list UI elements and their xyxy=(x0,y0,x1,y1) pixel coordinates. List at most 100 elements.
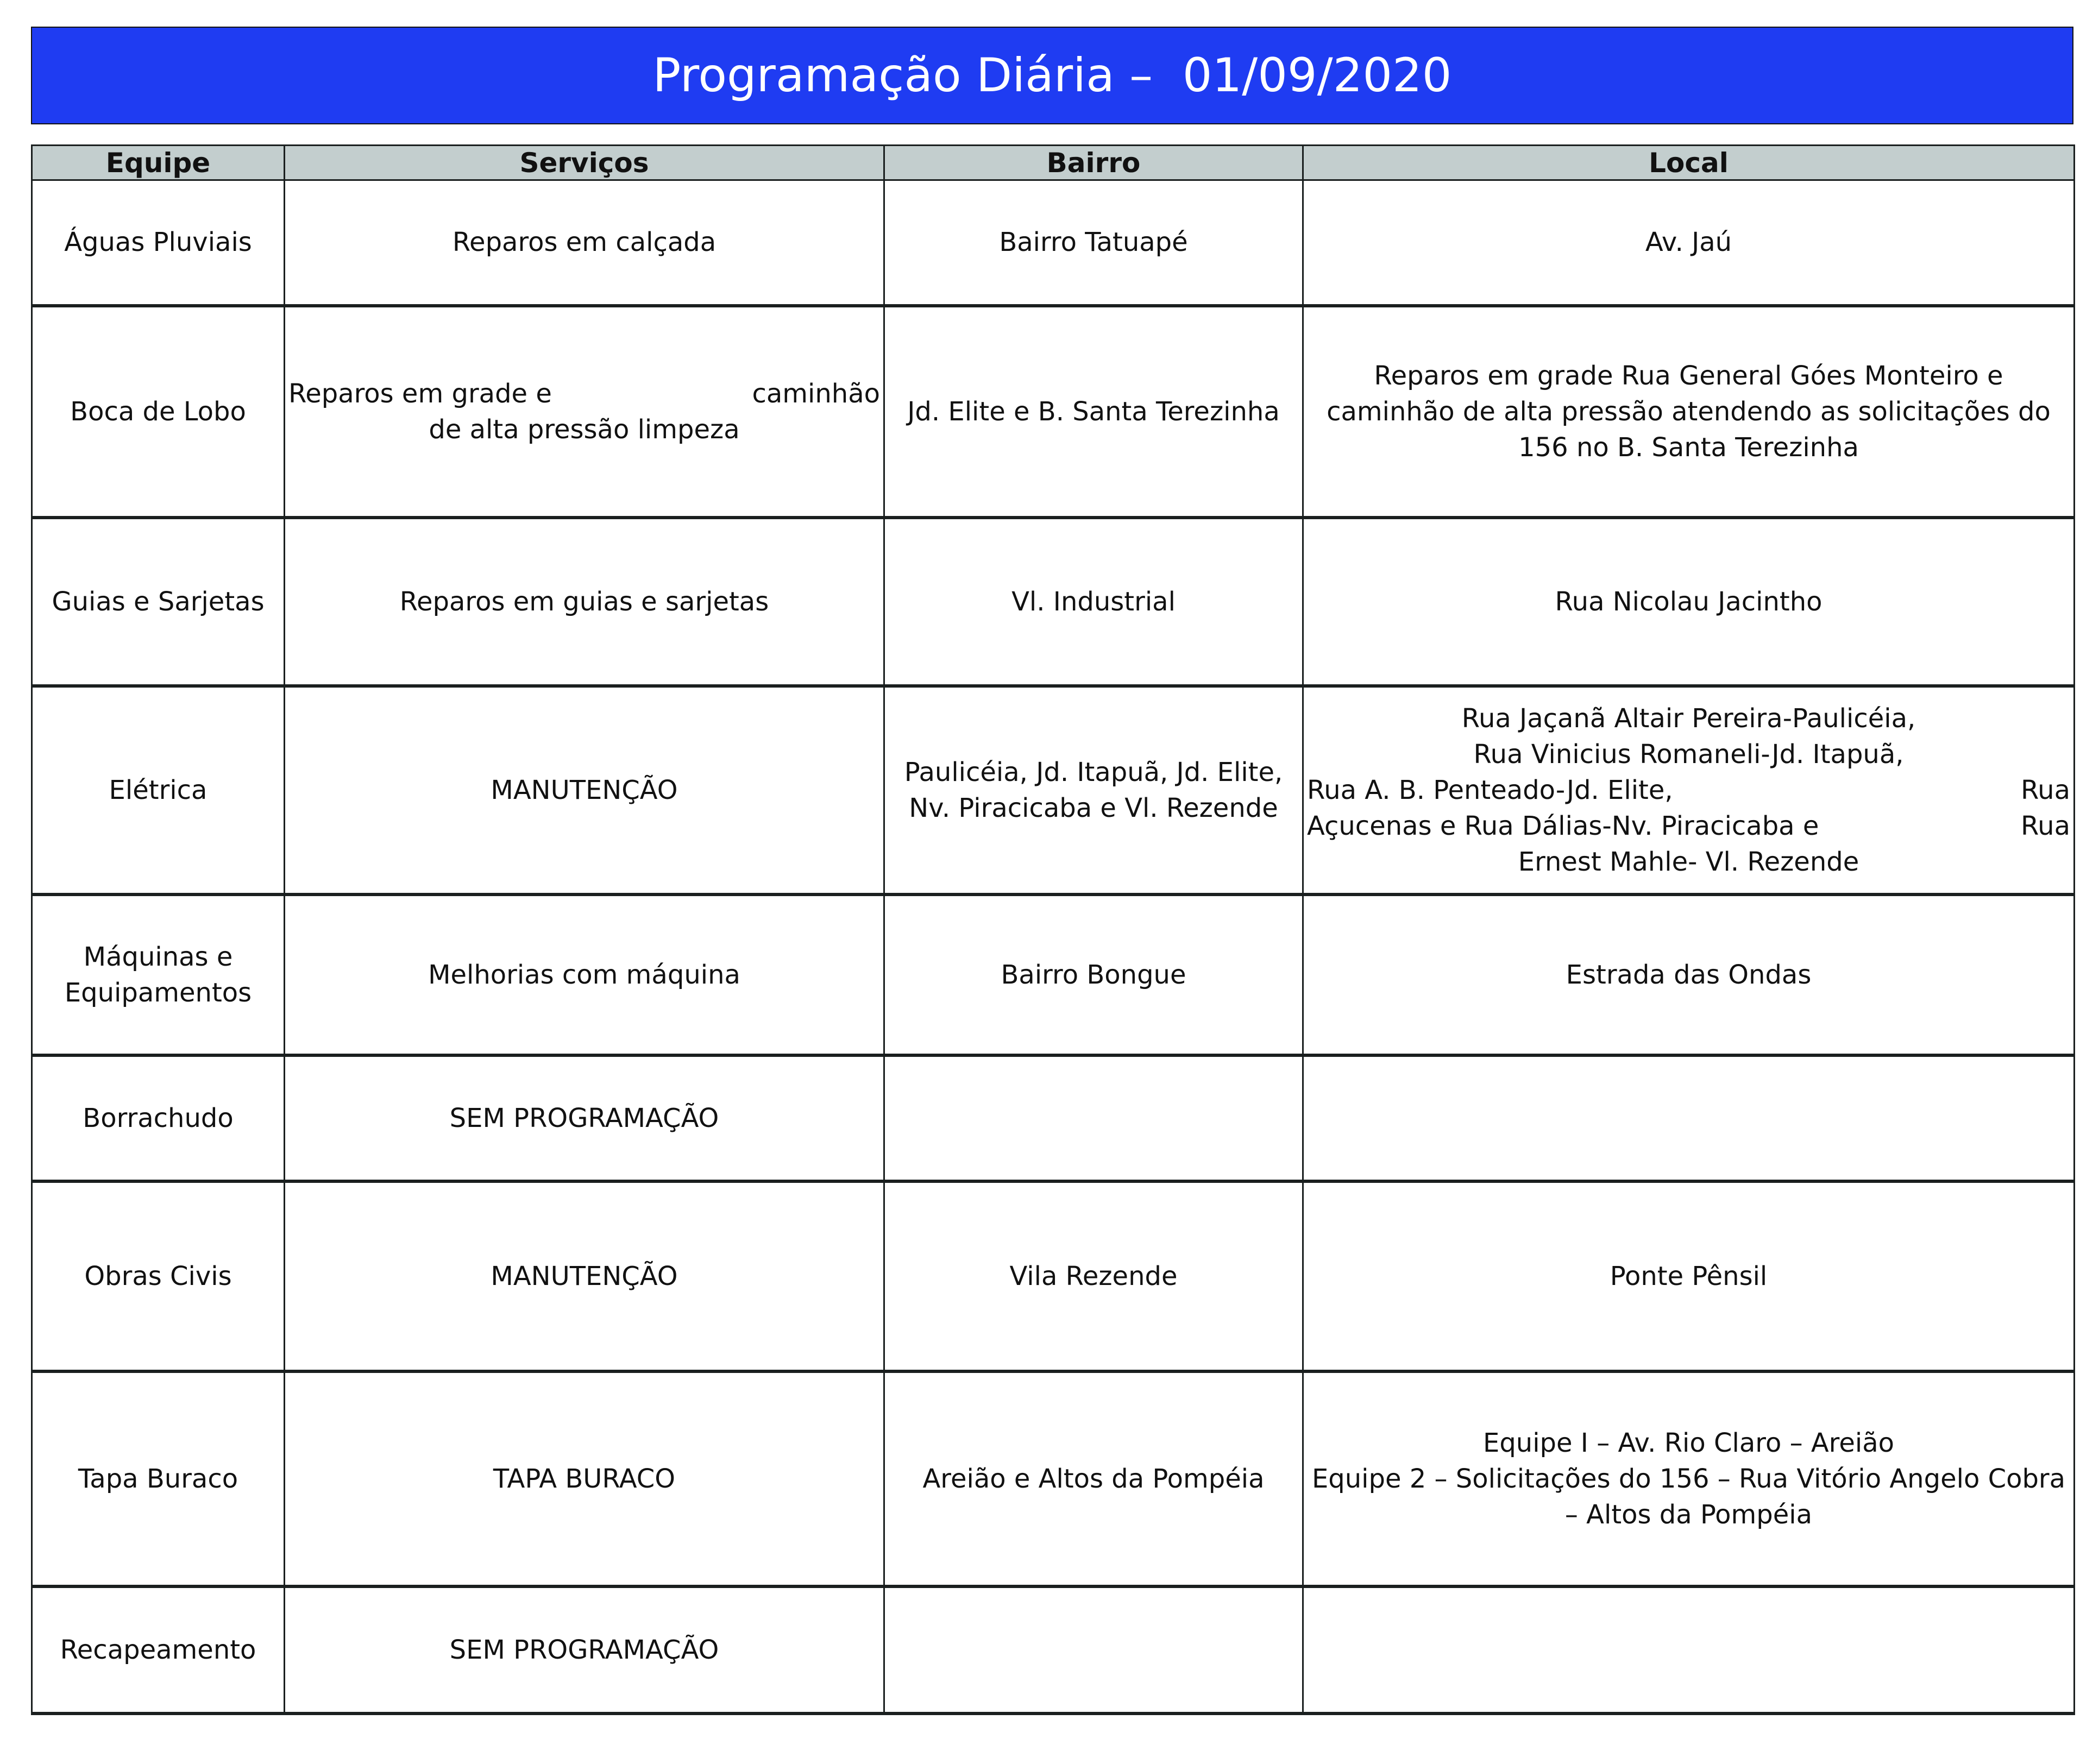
cell-line: Paulicéia, Jd. Itapuã, Jd. Elite, xyxy=(904,757,1283,788)
cell-line: Máquinas e xyxy=(83,941,233,972)
cell-servicos: Melhorias com máquina xyxy=(284,893,885,1057)
cell-line: 156 no B. Santa Terezinha xyxy=(1518,432,1859,463)
table-row: Guias e Sarjetas Reparos em guias e sarje… xyxy=(31,516,2075,688)
cell-servicos: SEM PROGRAMAÇÃO xyxy=(284,1585,885,1715)
cell-line-part: Rua A. B. Penteado-Jd. Elite, xyxy=(1307,774,1673,805)
cell-line: Reparos em calçada xyxy=(452,227,717,258)
cell-line: Reparos em grade Rua General Góes Montei… xyxy=(1374,360,2003,391)
cell-line: de alta pressão limpeza xyxy=(429,414,740,445)
cell-line: Reparos em grade e caminhão xyxy=(288,376,880,412)
cell-line: Equipamentos xyxy=(64,977,252,1008)
cell-line: SEM PROGRAMAÇÃO xyxy=(449,1102,719,1133)
cell-equipe: Máquinas e Equipamentos xyxy=(31,893,285,1057)
cell-servicos: TAPA BURACO xyxy=(284,1370,885,1588)
table-row: Tapa Buraco TAPA BURACO Areião e Altos da … xyxy=(31,1370,2075,1588)
cell-servicos: MANUTENÇÃO xyxy=(284,685,885,896)
table-row: Máquinas e Equipamentos Melhorias com máqu… xyxy=(31,893,2075,1057)
cell-equipe: Obras Civis xyxy=(31,1180,285,1373)
cell-line: MANUTENÇÃO xyxy=(491,1261,678,1292)
cell-servicos: Reparos em grade e caminhão de alta pressã… xyxy=(284,305,885,519)
table-row: Borrachudo SEM PROGRAMAÇÃO xyxy=(31,1054,2075,1183)
cell-line: Av. Jaú xyxy=(1645,227,1732,258)
cell-line: Açucenas e Rua Dálias-Nv. Piracicaba e Ru… xyxy=(1307,808,2070,844)
cell-local: Equipe I – Av. Rio Claro – Areião Equipe … xyxy=(1302,1370,2075,1588)
header-row: Equipe Serviços Bairro Local xyxy=(31,144,2075,181)
cell-line: Boca de Lobo xyxy=(70,396,246,427)
cell-line: Jd. Elite e B. Santa Terezinha xyxy=(907,396,1280,427)
cell-line: Equipe 2 – Solicitações do 156 – Rua Vit… xyxy=(1311,1463,2066,1494)
table-row: Obras Civis MANUTENÇÃO Vila Rezende Ponte P… xyxy=(31,1180,2075,1373)
table-row: Elétrica MANUTENÇÃO Paulicéia, Jd. Itapuã,… xyxy=(31,685,2075,896)
cell-local xyxy=(1302,1585,2075,1715)
cell-bairro: Areião e Altos da Pompéia xyxy=(883,1370,1304,1588)
cell-line: Melhorias com máquina xyxy=(428,959,740,990)
cell-line-part: Reparos em grade e xyxy=(288,378,552,409)
cell-line-part: Rua xyxy=(2020,774,2070,805)
cell-line-part: Açucenas e Rua Dálias-Nv. Piracicaba e xyxy=(1307,810,1819,841)
cell-line-part: caminhão xyxy=(752,378,880,409)
cell-servicos: Reparos em guias e sarjetas xyxy=(284,516,885,688)
cell-line-part: Rua xyxy=(2020,810,2070,841)
table-row: Águas Pluviais Reparos em calçada Bairro T… xyxy=(31,179,2075,307)
cell-line: Reparos em guias e sarjetas xyxy=(399,586,769,617)
cell-equipe: Tapa Buraco xyxy=(31,1370,285,1588)
cell-line: Borrachudo xyxy=(83,1102,234,1133)
cell-line: Estrada das Ondas xyxy=(1566,959,1812,990)
cell-line: Vila Rezende xyxy=(1009,1261,1178,1292)
cell-equipe: Guias e Sarjetas xyxy=(31,516,285,688)
cell-local: Ponte Pênsil xyxy=(1302,1180,2075,1373)
cell-line: Nv. Piracicaba e Vl. Rezende xyxy=(909,792,1278,823)
cell-line: Obras Civis xyxy=(84,1261,232,1292)
page-title: Programação Diária – 01/09/2020 xyxy=(652,48,1452,103)
cell-line: Elétrica xyxy=(109,774,208,805)
cell-equipe: Recapeamento xyxy=(31,1585,285,1715)
cell-bairro: Bairro Tatuapé xyxy=(883,179,1304,307)
cell-line: MANUTENÇÃO xyxy=(491,774,678,805)
cell-line: Recapeamento xyxy=(60,1634,256,1665)
cell-bairro: Vila Rezende xyxy=(883,1180,1304,1373)
cell-local: Rua Jaçanã Altair Pereira-Paulicéia, Rua … xyxy=(1302,685,2075,896)
cell-line: Bairro Tatuapé xyxy=(999,227,1188,258)
cell-line: TAPA BURACO xyxy=(493,1463,676,1494)
cell-line: Ponte Pênsil xyxy=(1610,1261,1768,1292)
cell-line: Ernest Mahle- Vl. Rezende xyxy=(1518,846,1859,877)
cell-bairro xyxy=(883,1585,1304,1715)
column-header-equipe: Equipe xyxy=(31,144,285,181)
cell-line: Rua Jaçanã Altair Pereira-Paulicéia, xyxy=(1461,703,1916,734)
cell-line: Vl. Industrial xyxy=(1011,586,1176,617)
table-row: Recapeamento SEM PROGRAMAÇÃO xyxy=(31,1585,2075,1715)
cell-bairro: Jd. Elite e B. Santa Terezinha xyxy=(883,305,1304,519)
cell-servicos: MANUTENÇÃO xyxy=(284,1180,885,1373)
cell-line: – Altos da Pompéia xyxy=(1564,1499,1813,1530)
cell-line: Tapa Buraco xyxy=(78,1463,238,1494)
column-header-local: Local xyxy=(1302,144,2075,181)
schedule-table: Equipe Serviços Bairro Local Águas Pluvi… xyxy=(31,144,2075,1715)
cell-local: Estrada das Ondas xyxy=(1302,893,2075,1057)
cell-line: Equipe I – Av. Rio Claro – Areião xyxy=(1482,1427,1894,1458)
cell-equipe: Águas Pluviais xyxy=(31,179,285,307)
cell-equipe: Borrachudo xyxy=(31,1054,285,1183)
cell-line: Rua Vinicius Romaneli-Jd. Itapuã, xyxy=(1473,739,1904,770)
cell-bairro: Paulicéia, Jd. Itapuã, Jd. Elite, Nv. Pir… xyxy=(883,685,1304,896)
cell-local: Rua Nicolau Jacintho xyxy=(1302,516,2075,688)
column-header-servicos: Serviços xyxy=(284,144,885,181)
cell-line: Rua A. B. Penteado-Jd. Elite, Rua xyxy=(1307,772,2070,808)
cell-local: Reparos em grade Rua General Góes Montei… xyxy=(1302,305,2075,519)
cell-line: Bairro Bongue xyxy=(1001,959,1186,990)
cell-line: SEM PROGRAMAÇÃO xyxy=(449,1634,719,1665)
cell-bairro: Bairro Bongue xyxy=(883,893,1304,1057)
cell-servicos: SEM PROGRAMAÇÃO xyxy=(284,1054,885,1183)
cell-equipe: Elétrica xyxy=(31,685,285,896)
cell-line: Rua Nicolau Jacintho xyxy=(1555,586,1823,617)
cell-local xyxy=(1302,1054,2075,1183)
cell-local: Av. Jaú xyxy=(1302,179,2075,307)
title-banner: Programação Diária – 01/09/2020 xyxy=(31,27,2073,124)
cell-line: caminhão de alta pressão atendendo as so… xyxy=(1327,396,2051,427)
column-header-bairro: Bairro xyxy=(883,144,1304,181)
cell-line: Águas Pluviais xyxy=(64,227,252,258)
cell-bairro: Vl. Industrial xyxy=(883,516,1304,688)
cell-line: Areião e Altos da Pompéia xyxy=(922,1463,1265,1494)
cell-bairro xyxy=(883,1054,1304,1183)
cell-servicos: Reparos em calçada xyxy=(284,179,885,307)
table-row: Boca de Lobo Reparos em grade e caminhão de… xyxy=(31,305,2075,519)
